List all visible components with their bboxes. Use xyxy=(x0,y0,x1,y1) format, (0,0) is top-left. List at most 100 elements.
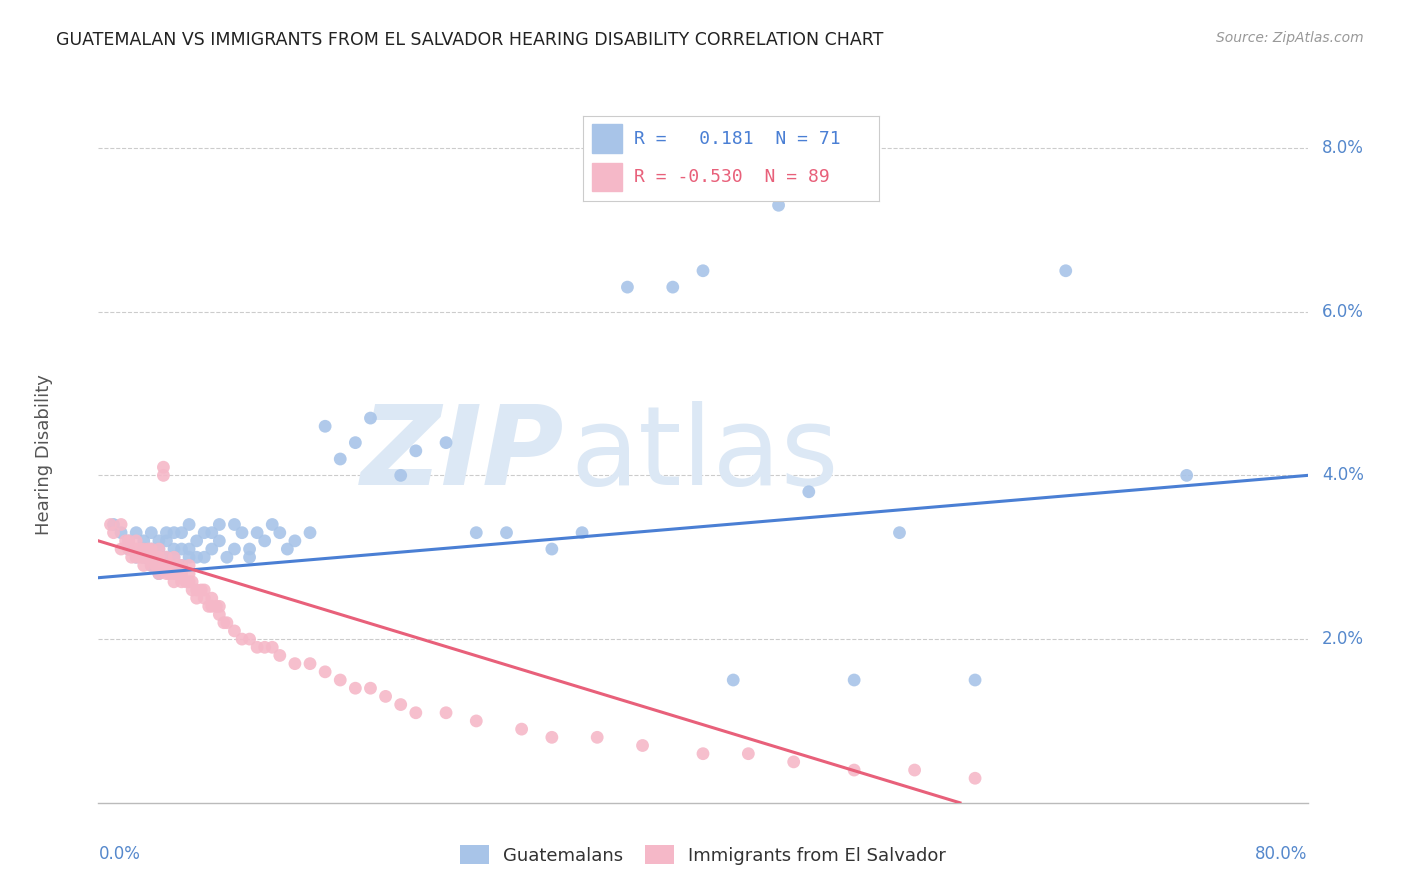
Point xyxy=(246,525,269,540)
Point xyxy=(155,550,177,565)
Point xyxy=(224,542,246,557)
Point xyxy=(193,550,215,565)
Point xyxy=(163,566,186,581)
Point xyxy=(132,542,155,557)
Point xyxy=(160,558,183,573)
Point xyxy=(155,533,177,548)
Point xyxy=(152,460,174,475)
Point xyxy=(141,558,163,573)
Point xyxy=(155,525,177,540)
Point xyxy=(239,632,262,646)
Point xyxy=(136,542,159,557)
Point xyxy=(155,550,177,565)
Point xyxy=(904,763,927,777)
Point xyxy=(510,722,533,736)
Point xyxy=(434,435,457,450)
Point xyxy=(329,452,352,467)
Point xyxy=(631,739,654,753)
Point xyxy=(177,517,201,532)
Point xyxy=(215,615,238,630)
Point xyxy=(170,566,193,581)
Point xyxy=(269,648,291,663)
Point xyxy=(135,550,157,565)
Point xyxy=(1054,264,1077,278)
Point xyxy=(284,657,307,671)
Point xyxy=(201,542,224,557)
Point xyxy=(262,640,284,655)
Point xyxy=(314,665,336,679)
Point xyxy=(782,755,804,769)
Point xyxy=(465,714,488,728)
Point xyxy=(344,681,367,696)
Point xyxy=(121,550,143,565)
Point xyxy=(208,607,231,622)
Point xyxy=(314,419,336,434)
Point xyxy=(125,550,148,565)
Point xyxy=(721,673,744,687)
Point xyxy=(141,558,163,573)
Point xyxy=(118,533,141,548)
Point xyxy=(148,550,170,565)
Point xyxy=(186,533,208,548)
Point xyxy=(193,525,215,540)
Point xyxy=(148,566,170,581)
Point xyxy=(167,566,190,581)
Point xyxy=(118,542,141,557)
Point xyxy=(844,673,866,687)
Point xyxy=(100,517,122,532)
Point xyxy=(148,542,170,557)
Point xyxy=(170,574,193,589)
Point xyxy=(141,542,163,557)
Point xyxy=(148,566,170,581)
Bar xyxy=(592,162,621,192)
Point xyxy=(284,533,307,548)
Point xyxy=(344,435,367,450)
Point xyxy=(465,525,488,540)
Point xyxy=(125,550,148,565)
Text: 80.0%: 80.0% xyxy=(1256,845,1308,863)
Point xyxy=(737,747,759,761)
Point xyxy=(190,582,212,597)
Point xyxy=(125,542,148,557)
Point xyxy=(239,550,262,565)
Point xyxy=(768,198,790,212)
Point xyxy=(208,533,231,548)
Point xyxy=(141,542,163,557)
Point xyxy=(844,763,866,777)
Point xyxy=(797,484,820,499)
Point xyxy=(299,657,322,671)
Point xyxy=(616,280,638,294)
Text: 4.0%: 4.0% xyxy=(1322,467,1364,484)
Point xyxy=(103,517,125,532)
Text: Source: ZipAtlas.com: Source: ZipAtlas.com xyxy=(1216,31,1364,45)
Point xyxy=(125,533,148,548)
Point xyxy=(186,591,208,606)
Point xyxy=(110,517,132,532)
Point xyxy=(231,632,253,646)
Point xyxy=(889,525,911,540)
Point xyxy=(170,558,193,573)
Point xyxy=(163,550,186,565)
Point xyxy=(329,673,352,687)
Point xyxy=(253,640,276,655)
Point xyxy=(181,574,204,589)
Point xyxy=(224,517,246,532)
Point xyxy=(129,550,152,565)
Point xyxy=(148,550,170,565)
Point xyxy=(360,681,382,696)
Point xyxy=(132,533,155,548)
Point xyxy=(174,574,197,589)
Point xyxy=(141,525,163,540)
Text: 6.0%: 6.0% xyxy=(1322,302,1364,321)
Point xyxy=(132,558,155,573)
Point xyxy=(193,591,215,606)
Point xyxy=(193,582,215,597)
Point xyxy=(215,550,238,565)
Point xyxy=(239,542,262,557)
Point xyxy=(166,558,188,573)
Point xyxy=(163,542,186,557)
Point xyxy=(540,542,562,557)
Point xyxy=(129,542,152,557)
Point xyxy=(374,690,396,704)
Point xyxy=(205,599,228,614)
